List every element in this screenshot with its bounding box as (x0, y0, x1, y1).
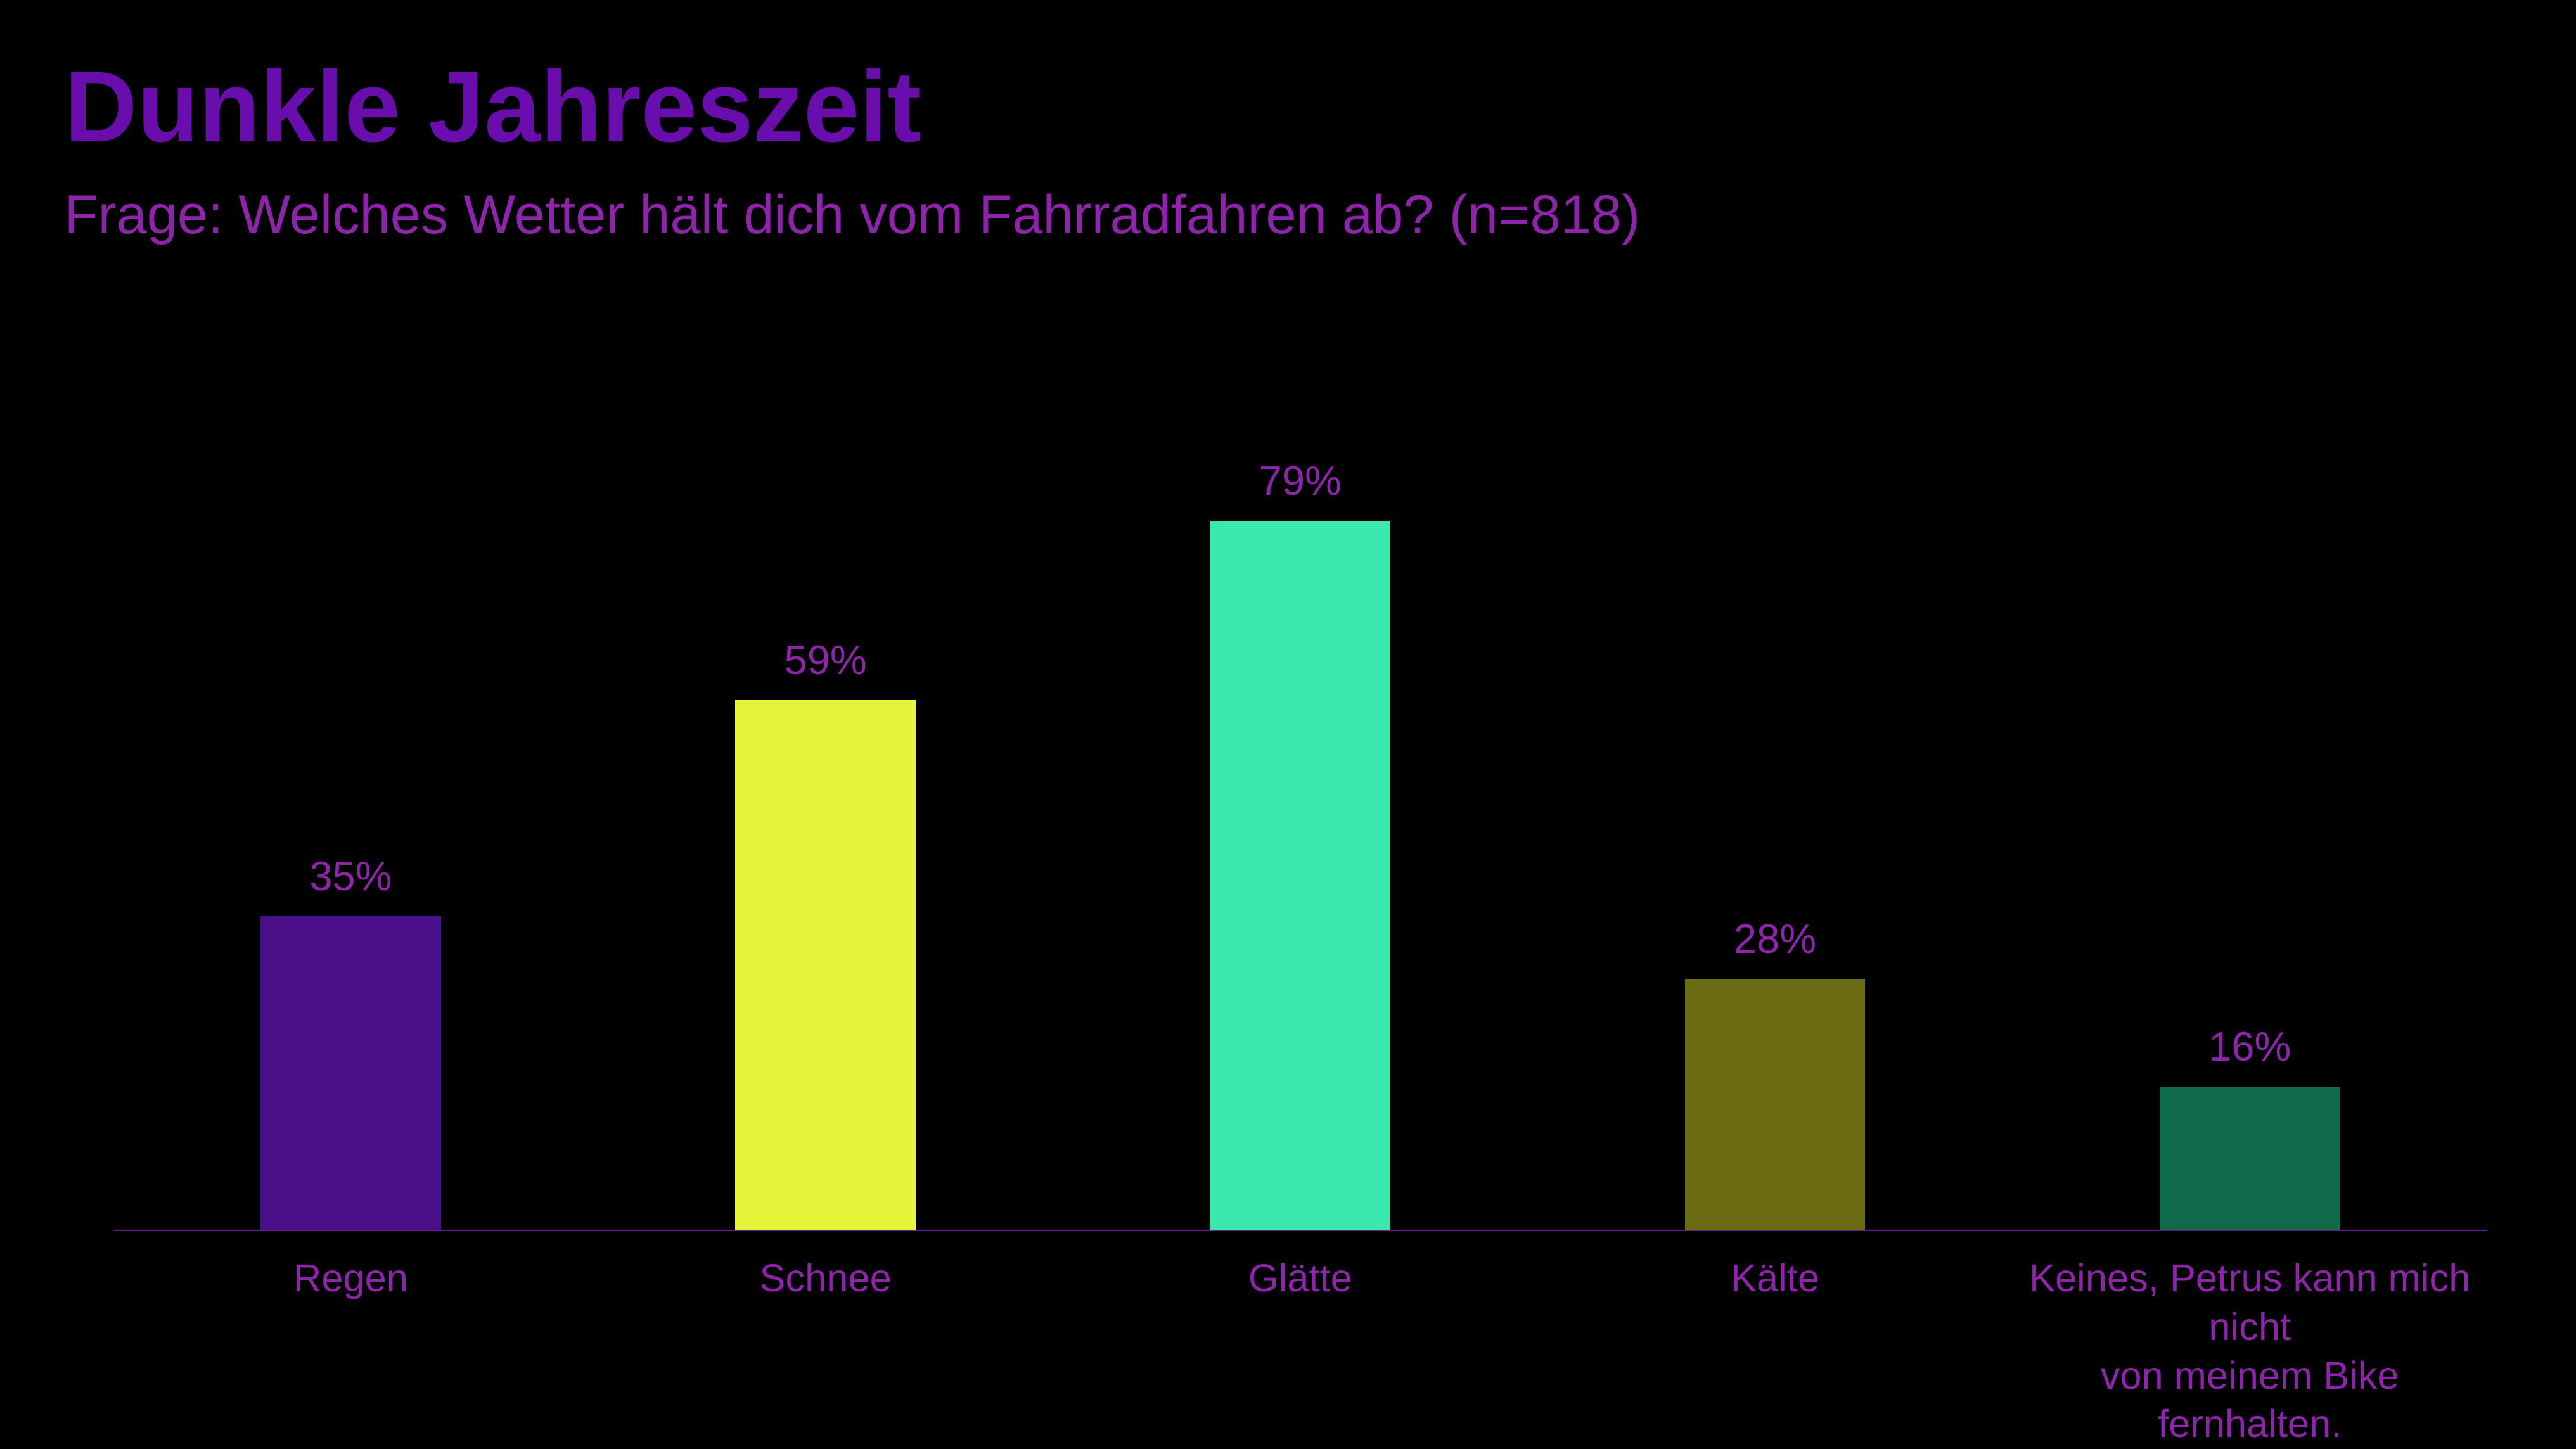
bar-schnee (735, 700, 916, 1230)
bar-keines (2160, 1087, 2340, 1230)
bar-value-label: 28% (1734, 915, 1816, 962)
x-label-line: Glätte (1063, 1254, 1537, 1303)
x-label: Regen (113, 1231, 588, 1331)
x-label: Kälte (1537, 1231, 2012, 1331)
bar-regen (260, 916, 441, 1230)
x-label-line: Schnee (588, 1254, 1063, 1303)
bar-value-label: 59% (785, 636, 867, 684)
bar-slot: 28% (1537, 332, 2012, 1230)
page-subtitle: Frage: Welches Wetter hält dich vom Fahr… (65, 183, 2512, 246)
bar-value-label: 35% (309, 852, 392, 900)
bar-kaelte (1685, 979, 1866, 1230)
bar-slot: 35% (113, 332, 588, 1230)
x-label-line: Keines, Petrus kann mich nicht (2013, 1254, 2487, 1352)
x-label: Keines, Petrus kann mich nicht von meine… (2013, 1231, 2487, 1331)
bar-glaette (1210, 521, 1390, 1231)
x-label: Schnee (588, 1231, 1063, 1331)
x-label-line: von meinem Bike fernhalten. (2013, 1352, 2487, 1449)
chart-page: Dunkle Jahreszeit Frage: Welches Wetter … (0, 0, 2576, 1411)
x-label-line: Kälte (1537, 1254, 2012, 1303)
bar-slot: 16% (2013, 332, 2487, 1230)
bar-chart: 35% 59% 79% 28% 16% Regen (65, 332, 2512, 1331)
bar-value-label: 16% (2208, 1023, 2291, 1070)
bar-slot: 59% (588, 332, 1063, 1230)
page-title: Dunkle Jahreszeit (65, 51, 2512, 162)
x-label-line: Regen (113, 1254, 588, 1303)
x-axis-labels: Regen Schnee Glätte Kälte Keines, Petrus… (113, 1231, 2487, 1331)
plot-area: 35% 59% 79% 28% 16% (113, 332, 2487, 1231)
bar-value-label: 79% (1259, 457, 1342, 504)
bar-slot: 79% (1063, 332, 1537, 1230)
x-label: Glätte (1063, 1231, 1537, 1331)
